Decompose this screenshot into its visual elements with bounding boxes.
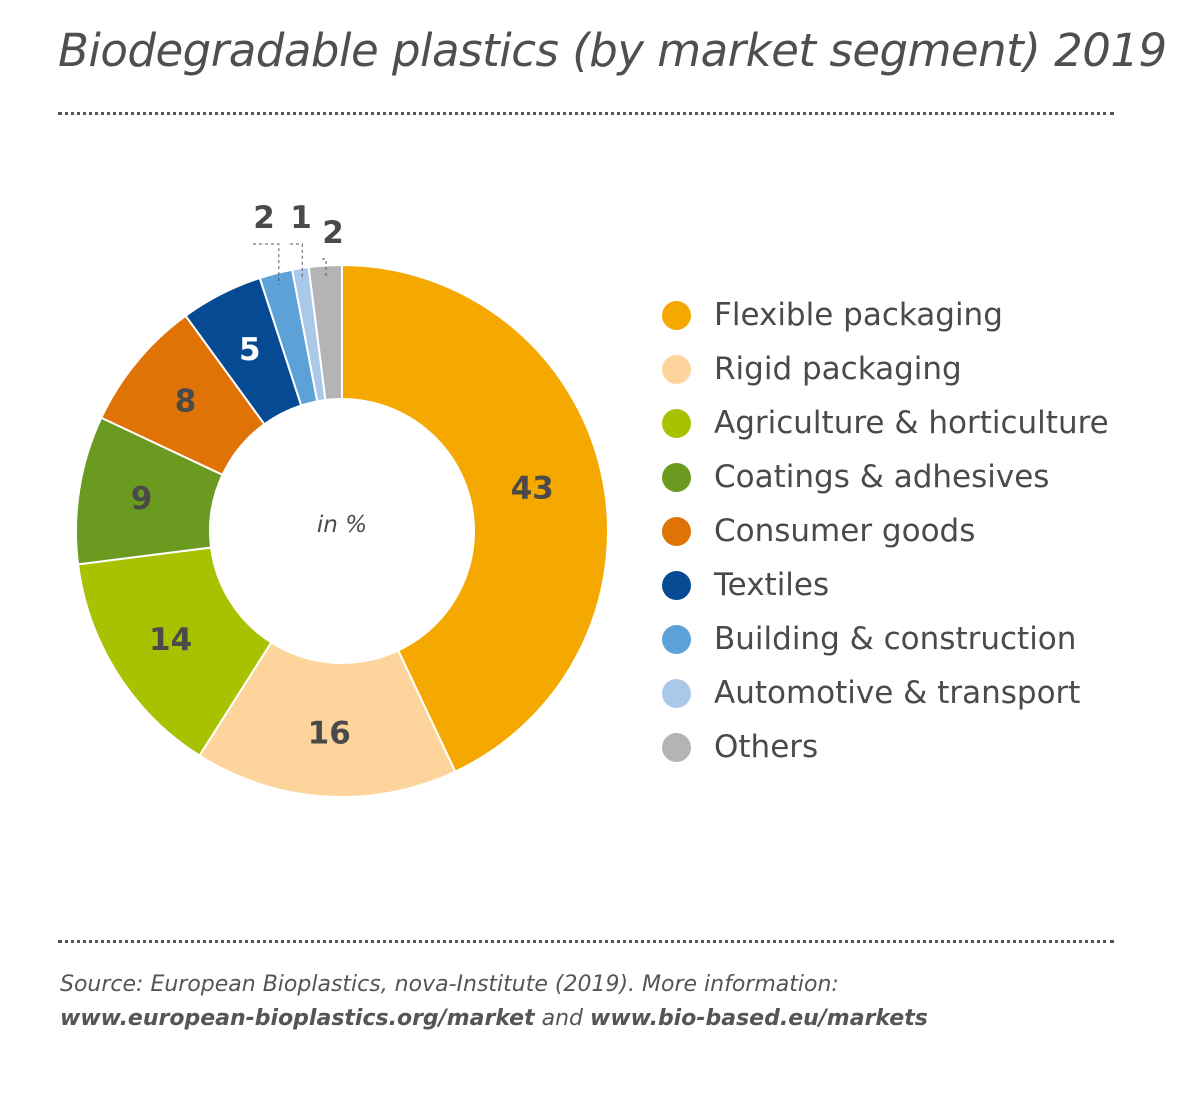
data-label-agriculture-and-horticulture: 14 — [149, 622, 192, 658]
legend-label: Agriculture & horticulture — [714, 405, 1109, 441]
legend-swatch — [662, 354, 691, 384]
legend-label: Automotive & transport — [714, 675, 1081, 711]
donut-chart: 43 16 14 9 8 5 2 1 2 in % — [75, 200, 609, 798]
slice-agriculture-and-horticulture — [76, 546, 273, 757]
source-link-european-bioplastics[interactable]: www.european-bioplastics.org/market — [60, 1006, 535, 1031]
legend-label: Consumer goods — [714, 513, 976, 549]
source-and: and — [534, 1006, 591, 1031]
legend-label: Coatings & adhesives — [714, 459, 1050, 495]
data-label-flexible-packaging: 43 — [511, 470, 554, 506]
source-text: Source: European Bioplastics, nova-Insti… — [60, 972, 839, 997]
data-label-consumer-goods: 8 — [175, 384, 197, 420]
legend-swatch — [662, 732, 691, 762]
legend-swatch — [662, 462, 691, 492]
legend-label: Building & construction — [714, 621, 1077, 657]
legend-label: Rigid packaging — [714, 351, 962, 387]
legend-label: Flexible packaging — [714, 297, 1003, 333]
legend-swatch — [662, 300, 691, 330]
chart-legend: Flexible packaging Rigid packaging Agricul… — [662, 288, 1109, 774]
legend-item-others: Others — [662, 720, 1109, 774]
leader-line-others — [322, 258, 327, 278]
slice-rigid-packaging — [198, 641, 457, 798]
legend-swatch — [662, 570, 691, 600]
data-label-textiles: 5 — [239, 332, 261, 368]
legend-item-coatings-and-adhesives: Coatings & adhesives — [662, 450, 1109, 504]
leader-line-automotive-and-transport — [290, 243, 303, 281]
legend-swatch — [662, 678, 691, 708]
source-link-bio-based[interactable]: www.bio-based.eu/markets — [590, 1006, 928, 1031]
legend-item-automotive-and-transport: Automotive & transport — [662, 666, 1109, 720]
legend-swatch — [662, 516, 691, 546]
bottom-dotted-divider — [58, 940, 1114, 943]
legend-item-textiles: Textiles — [662, 558, 1109, 612]
legend-item-flexible-packaging: Flexible packaging — [662, 288, 1109, 342]
top-dotted-divider — [58, 112, 1114, 115]
data-label-rigid-packaging: 16 — [308, 716, 351, 752]
slice-flexible-packaging — [341, 263, 609, 774]
leader-line-building-and-construction — [253, 243, 280, 285]
source-note: Source: European Bioplastics, nova-Insti… — [60, 968, 928, 1036]
data-label-coatings-and-adhesives: 9 — [131, 481, 153, 517]
legend-item-consumer-goods: Consumer goods — [662, 504, 1109, 558]
slice-others — [307, 263, 343, 402]
legend-label: Textiles — [714, 567, 830, 603]
data-label-others: 2 — [322, 215, 344, 251]
legend-swatch — [662, 408, 691, 438]
data-label-automotive-and-transport: 1 — [290, 200, 312, 236]
legend-item-agriculture-and-horticulture: Agriculture & horticulture — [662, 396, 1109, 450]
legend-item-rigid-packaging: Rigid packaging — [662, 342, 1109, 396]
chart-title: Biodegradable plastics (by market segmen… — [58, 24, 1167, 77]
legend-swatch — [662, 624, 691, 654]
legend-item-building-and-construction: Building & construction — [662, 612, 1109, 666]
data-label-building-and-construction: 2 — [253, 200, 275, 236]
legend-label: Others — [714, 729, 819, 765]
center-label: in % — [317, 512, 367, 538]
